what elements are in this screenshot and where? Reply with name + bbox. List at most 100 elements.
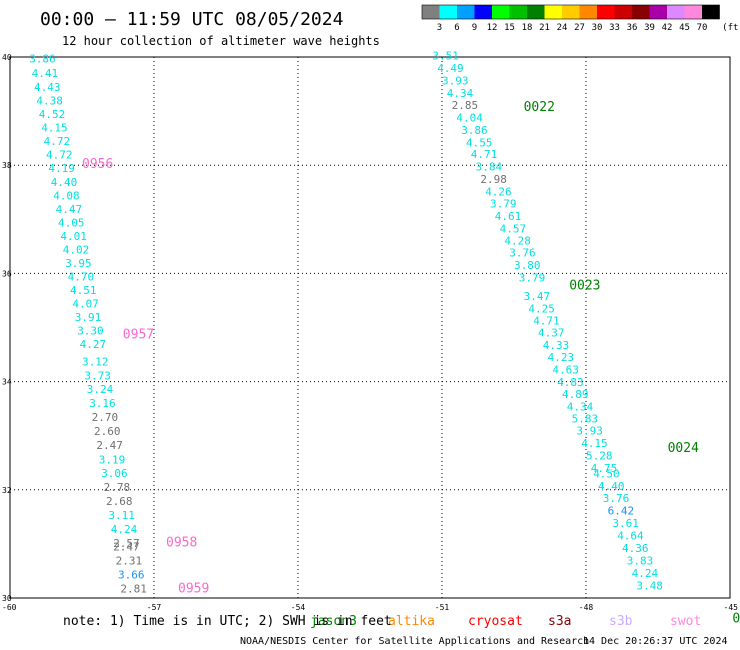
chart-title: 00:00 – 11:59 UTC 08/05/2024 <box>40 9 343 30</box>
colorbar-swatch <box>492 5 510 19</box>
pass-time-label: 0958 <box>166 536 197 551</box>
satellite-legend-jason3: jason3 <box>310 614 357 629</box>
y-tick-label: 36 <box>2 269 12 278</box>
swh-value-label: 3.83 <box>627 554 654 567</box>
swh-value-label: 4.40 <box>51 176 78 189</box>
satellite-legend-s3b: s3b <box>609 614 633 629</box>
axis-ticks: -60 -57 -54 -51 -48 -45 40 38 36 34 32 30 <box>2 53 738 612</box>
swh-value-label: 3.11 <box>108 509 134 522</box>
swh-value-label: 3.48 <box>636 579 663 592</box>
swh-value-label: 4.40 <box>598 480 625 493</box>
swh-value-label: 4.83 <box>557 376 584 389</box>
colorbar-swatch <box>474 5 492 19</box>
pass-time-label: 0022 <box>524 100 555 115</box>
swh-value-label: 3.93 <box>442 75 469 88</box>
swh-value-label: 3.66 <box>118 569 145 582</box>
swh-value-label: 3.47 <box>524 290 551 303</box>
swh-value-label: 3.76 <box>509 247 536 260</box>
colorbar-swatch <box>422 5 440 19</box>
swh-value-label: 4.50 <box>593 467 620 480</box>
swh-value-label: 3.30 <box>77 325 104 338</box>
swh-value-label: 4.26 <box>485 185 512 198</box>
swh-value-label: 4.36 <box>622 542 649 555</box>
swh-value-label: 3.12 <box>82 355 109 368</box>
x-tick-label: -51 <box>435 603 450 612</box>
swh-value-label: 4.05 <box>58 216 85 229</box>
x-tick-label: -57 <box>147 603 162 612</box>
swh-value-label: 4.89 <box>562 388 589 401</box>
swh-value-label: 3.84 <box>476 161 503 174</box>
colorbar-swatch <box>562 5 580 19</box>
swh-value-label: 3.86 <box>461 124 488 137</box>
swh-value-label: 4.51 <box>70 284 97 297</box>
swh-value-label: 3.51 <box>432 50 459 63</box>
colorbar-swatch <box>684 5 702 19</box>
swh-value-label: 4.43 <box>34 81 61 94</box>
swh-value-label: 2.70 <box>92 411 119 424</box>
swh-value-label: 4.27 <box>80 338 107 351</box>
swh-value-label: 4.38 <box>36 95 63 108</box>
swh-value-label: 2.47 <box>113 540 140 553</box>
swh-value-label: 4.37 <box>538 327 565 340</box>
colorbar-tick-label: 18 <box>522 23 533 33</box>
swh-value-label: 4.08 <box>53 189 79 202</box>
swh-value-label: 4.24 <box>111 523 138 536</box>
swh-value-label: 4.04 <box>456 111 483 124</box>
swh-value-label: 4.19 <box>48 162 75 175</box>
colorbar-tick-label: 24 <box>557 23 568 33</box>
swh-value-label: 4.25 <box>528 302 555 315</box>
colorbar-tick-label: 39 <box>644 23 655 33</box>
swh-value-label: 2.57 <box>113 537 140 550</box>
swh-value-label: 2.81 <box>120 583 146 596</box>
x-tick-label: -45 <box>724 603 739 612</box>
swh-value-label: 4.34 <box>567 400 594 413</box>
colorbar-tick-label: 33 <box>609 23 620 33</box>
colorbar-tick-label: 27 <box>574 23 585 33</box>
swh-value-label: 2.98 <box>480 173 507 186</box>
pass-time-label: 0025 <box>732 611 740 626</box>
x-tick-label: -48 <box>579 603 594 612</box>
grid-lines <box>10 57 730 598</box>
colorbar-tick-label: 21 <box>539 23 550 33</box>
colorbar-swatch <box>527 5 545 19</box>
swh-value-label: 3.76 <box>603 492 630 505</box>
colorbar-tick-label: 36 <box>627 23 638 33</box>
colorbar-border <box>421 4 720 20</box>
swh-value-label: 2.47 <box>96 439 123 452</box>
swh-value-label: 3.06 <box>101 467 128 480</box>
y-tick-label: 38 <box>2 161 12 170</box>
swh-value-label: 3.79 <box>519 272 546 285</box>
swh-value-label: 4.49 <box>437 62 464 75</box>
colorbar-swatch <box>649 5 667 19</box>
swh-value-label: 4.63 <box>552 363 579 376</box>
swh-value-label: 3.61 <box>612 517 639 530</box>
swh-value-label: 4.15 <box>41 122 67 135</box>
swh-value-label: 4.72 <box>46 149 73 162</box>
swh-value-label: 6.42 <box>608 505 635 518</box>
swh-value-label: 4.28 <box>504 235 531 248</box>
swh-value-label: 3.86 <box>29 52 56 65</box>
swh-value-label: 4.41 <box>32 67 58 80</box>
swh-value-label: 5.83 <box>572 413 599 426</box>
y-tick-label: 40 <box>2 53 12 62</box>
y-tick-label: 30 <box>2 594 12 603</box>
colorbar-swatch <box>509 5 527 19</box>
swh-value-label: 4.34 <box>447 87 474 100</box>
colorbar-tick-label: 6 <box>454 23 459 33</box>
colorbar-tick-label: 30 <box>592 23 603 33</box>
swh-value-label: 4.71 <box>533 314 560 327</box>
satellite-legend: jason3 altika cryosat s3a s3b swot <box>310 614 701 629</box>
swh-value-label: 4.70 <box>68 270 95 283</box>
colorbar-tick-label: 45 <box>679 23 690 33</box>
colorbar-swatch <box>614 5 632 19</box>
colorbar-tick-label: 42 <box>662 23 673 33</box>
swh-value-label: 3.80 <box>514 259 541 272</box>
colorbar-swatch <box>597 5 615 19</box>
colorbar-unit-label: (ft) <box>722 23 740 33</box>
swh-value-label: 5.28 <box>586 450 613 463</box>
x-tick-label: -54 <box>291 603 306 612</box>
swh-value-label: 4.72 <box>44 135 71 148</box>
y-tick-label: 34 <box>2 378 12 387</box>
swh-value-label: 3.95 <box>65 257 92 270</box>
